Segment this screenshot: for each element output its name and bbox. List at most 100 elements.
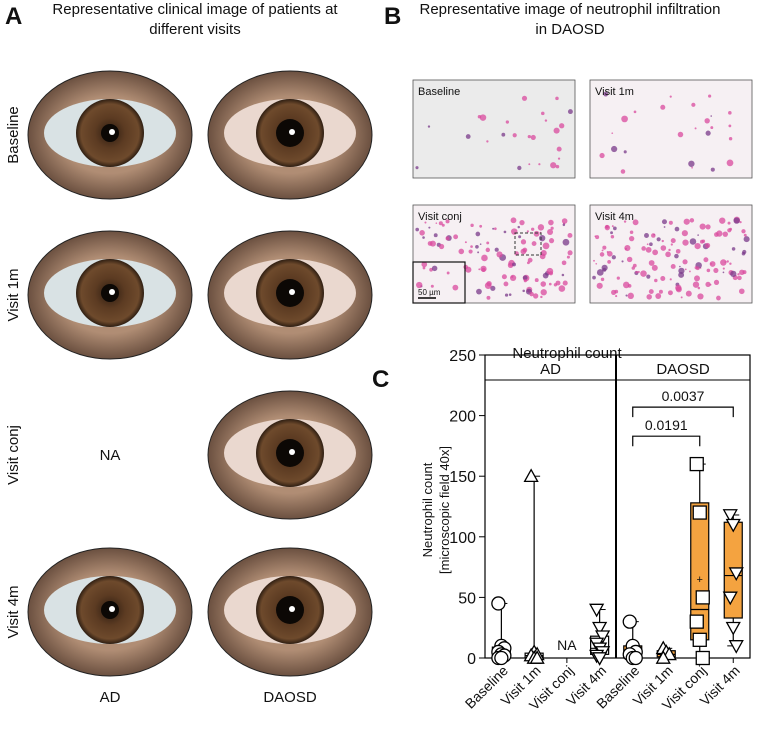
- eye-glint: [109, 289, 115, 295]
- stain: [668, 220, 673, 225]
- stain: [660, 276, 666, 282]
- stain: [427, 241, 433, 246]
- stain: [705, 130, 711, 136]
- stain: [660, 104, 666, 110]
- micrograph-frame: [412, 79, 576, 179]
- stain: [726, 260, 729, 263]
- stain: [521, 95, 528, 101]
- y-tick-label: 50: [458, 590, 476, 607]
- stain: [547, 229, 554, 236]
- stain: [596, 282, 603, 289]
- stain: [645, 246, 652, 253]
- stain: [492, 227, 495, 230]
- stain: [605, 224, 609, 229]
- stain: [742, 270, 747, 275]
- stain: [416, 281, 423, 289]
- stain: [682, 239, 689, 246]
- stain: [621, 260, 624, 263]
- stain: [475, 244, 479, 249]
- stain: [441, 223, 445, 227]
- stain: [722, 231, 729, 237]
- stain: [501, 132, 506, 137]
- stain: [479, 224, 483, 228]
- stain: [476, 288, 482, 295]
- missing-label: NA: [100, 447, 121, 464]
- stain: [480, 265, 487, 272]
- row-label-group: Visit 4m: [5, 585, 22, 638]
- eye-glint: [289, 289, 295, 295]
- stain: [709, 283, 712, 286]
- data-point: [722, 509, 738, 523]
- stain: [546, 267, 554, 275]
- stain: [445, 219, 450, 224]
- stain: [661, 239, 664, 243]
- stain: [562, 238, 570, 246]
- stain: [701, 239, 706, 243]
- y-axis-label: Neutrophil count: [420, 462, 435, 557]
- stain: [415, 227, 420, 232]
- data-point: [725, 518, 741, 533]
- stain: [558, 285, 566, 292]
- stain: [595, 262, 598, 265]
- stain: [550, 162, 557, 169]
- stain: [674, 226, 680, 232]
- stain: [453, 234, 459, 240]
- stain: [694, 242, 701, 250]
- stain: [438, 221, 443, 226]
- stain: [663, 226, 666, 228]
- zoom-box: [514, 232, 542, 256]
- stain: [599, 152, 605, 159]
- stain: [556, 146, 562, 152]
- stain: [595, 235, 600, 240]
- stain: [517, 225, 521, 229]
- plot-frame: [484, 354, 751, 659]
- stain: [501, 274, 507, 280]
- stain: [648, 260, 655, 266]
- stain: [697, 286, 701, 290]
- stain: [728, 136, 733, 141]
- panel-title: different visits: [149, 21, 240, 38]
- column-label: DAOSD: [263, 689, 317, 706]
- micrograph-label: Visit 1m: [595, 86, 634, 98]
- stain: [486, 140, 489, 143]
- stain: [691, 102, 696, 107]
- stain: [503, 230, 507, 234]
- stain: [716, 230, 723, 237]
- stain: [484, 282, 492, 289]
- stain: [705, 224, 711, 230]
- stain: [505, 120, 510, 124]
- stain: [743, 236, 750, 243]
- stain: [548, 282, 552, 286]
- stain: [727, 221, 731, 225]
- stain: [679, 265, 681, 268]
- row-label: Visit 1m: [5, 268, 22, 321]
- stain: [533, 293, 539, 299]
- stain: [559, 123, 565, 129]
- stain: [648, 289, 654, 295]
- stain: [704, 118, 710, 124]
- stain: [464, 241, 467, 244]
- eye-photo: [27, 547, 193, 677]
- stain: [509, 274, 517, 282]
- stain: [518, 235, 522, 239]
- stain: [503, 281, 509, 287]
- stain: [703, 257, 709, 263]
- stain: [685, 290, 692, 297]
- stain: [697, 234, 699, 236]
- stain: [644, 233, 649, 238]
- stain: [528, 163, 531, 166]
- stain: [709, 261, 716, 267]
- stain: [705, 242, 711, 249]
- stain: [481, 254, 488, 262]
- eye-photo: [27, 70, 193, 200]
- mean-marker: +: [697, 574, 703, 586]
- stain: [728, 124, 732, 128]
- stain: [611, 225, 614, 228]
- stain: [468, 249, 473, 254]
- stain: [627, 292, 634, 300]
- stain: [626, 256, 633, 263]
- y-tick-label: 100: [449, 530, 476, 547]
- stain: [741, 229, 746, 234]
- stain: [445, 236, 450, 241]
